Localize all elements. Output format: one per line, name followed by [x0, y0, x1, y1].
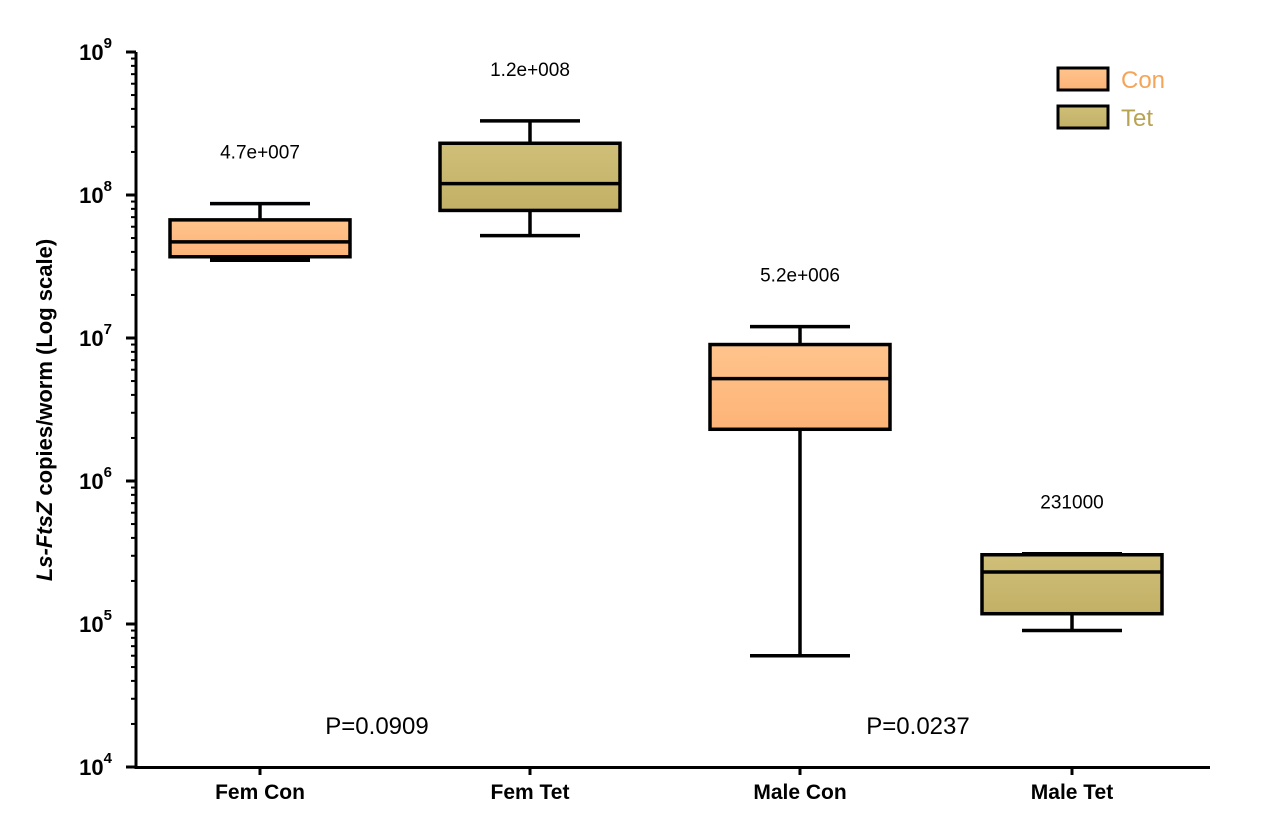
- y-tick-label: 105: [79, 607, 112, 637]
- median-value-label: 5.2e+006: [760, 266, 840, 287]
- x-category-label: Male Con: [753, 781, 846, 804]
- box-iqr: [438, 141, 622, 213]
- x-category-label: Fem Con: [215, 781, 305, 804]
- boxes-group: [168, 119, 1164, 658]
- y-tick-label: 107: [79, 321, 112, 351]
- median-value-label: 4.7e+007: [220, 143, 300, 164]
- y-tick-label: 109: [79, 35, 112, 65]
- y-tick-label: 106: [79, 464, 112, 494]
- box-male-tet: [980, 551, 1164, 633]
- legend-label-tet: Tet: [1121, 105, 1153, 132]
- median-labels-group: 4.7e+007 1.2e+008 5.2e+006 231000: [220, 60, 1104, 514]
- x-axis-ticks: Fem Con Fem Tet Male Con Male Tet: [215, 767, 1113, 804]
- legend-label-con: Con: [1121, 67, 1165, 94]
- y-tick-label: 104: [79, 750, 112, 780]
- box-fem-con: [168, 201, 352, 262]
- box-iqr: [168, 218, 352, 259]
- x-category-label: Fem Tet: [491, 781, 570, 804]
- median-value-label: 231000: [1040, 493, 1103, 514]
- y-axis-ticks: 104 105 106 107 108 109: [79, 35, 136, 780]
- box-iqr: [708, 342, 892, 432]
- y-axis-title: Ls-FtsZ copies/worm (Log scale): [32, 239, 57, 581]
- box-fem-tet: [438, 119, 622, 238]
- box-male-con: [708, 324, 892, 658]
- x-category-label: Male Tet: [1031, 781, 1113, 804]
- p-value-label: P=0.0237: [866, 713, 969, 740]
- p-value-label: P=0.0909: [325, 713, 428, 740]
- p-values-group: P=0.0909 P=0.0237: [325, 713, 969, 740]
- box-iqr: [980, 552, 1164, 616]
- legend-swatch-tet: [1056, 104, 1110, 130]
- legend-swatch-con: [1056, 66, 1110, 92]
- median-value-label: 1.2e+008: [490, 60, 570, 81]
- y-tick-label: 108: [79, 178, 112, 208]
- legend: Con Tet: [1056, 66, 1165, 132]
